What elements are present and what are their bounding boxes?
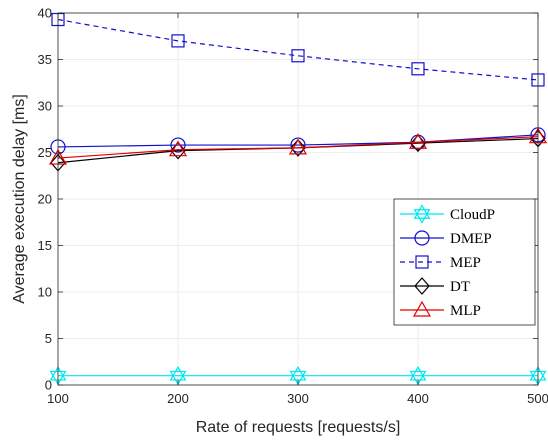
legend-box <box>393 198 536 326</box>
data-point-cloudp <box>169 365 187 386</box>
legend-label-cloudp: CloudP <box>450 207 495 223</box>
legend-label-dmep: DMEP <box>450 231 492 247</box>
legend-item-dt: DT <box>400 277 470 295</box>
series-layer <box>48 12 548 386</box>
series-line-mlp <box>57 136 539 159</box>
series-cloudp <box>49 365 547 386</box>
data-point-mlp <box>288 138 308 155</box>
x-axis-label: Rate of requests [requests/s] <box>196 419 401 436</box>
data-point-dmep <box>170 137 186 153</box>
x-tick-label: 100 <box>47 391 69 406</box>
data-point-cloudp <box>409 365 427 386</box>
data-point-dmep <box>290 137 306 153</box>
y-tick-label: 30 <box>38 99 52 114</box>
legend-item-mep: MEP <box>400 255 481 271</box>
data-point-dt <box>290 138 306 157</box>
axis-ticks: 100 200 300 400 500 0 5 10 15 20 25 30 35 40 <box>38 6 548 407</box>
series-line-dmep <box>57 134 539 148</box>
series-line-mep <box>57 18 539 81</box>
data-point-mep <box>171 34 185 48</box>
data-point-mlp <box>168 140 188 157</box>
data-point-mep <box>411 62 425 76</box>
legend-label-mep: MEP <box>450 255 481 271</box>
y-tick-label: 20 <box>38 192 52 207</box>
data-point-mep <box>291 49 305 63</box>
y-tick-label: 35 <box>38 52 52 67</box>
legend: CloudP DMEP MEP DT MLP <box>393 198 536 326</box>
y-tick-label: 25 <box>38 145 52 160</box>
x-tick-label: 300 <box>287 391 309 406</box>
legend-marker-mlp <box>412 300 432 317</box>
legend-marker-dt <box>414 277 430 295</box>
data-point-dt <box>170 141 186 160</box>
y-tick-label: 5 <box>45 331 52 346</box>
y-axis-label: Average execution delay [ms] <box>11 94 28 304</box>
x-tick-label: 200 <box>167 391 189 406</box>
legend-item-mlp: MLP <box>400 300 481 319</box>
legend-marker-mep <box>415 255 429 269</box>
y-tick-label: 15 <box>38 238 52 253</box>
y-tick-label: 10 <box>38 285 52 300</box>
legend-label-mlp: MLP <box>450 303 481 319</box>
legend-item-cloudp: CloudP <box>400 204 495 224</box>
legend-label-dt: DT <box>450 279 470 295</box>
data-point-cloudp <box>289 365 307 386</box>
y-tick-label: 40 <box>38 6 52 21</box>
legend-marker-dmep <box>414 230 430 246</box>
data-point-dt <box>410 134 426 153</box>
x-tick-label: 400 <box>407 391 429 406</box>
data-point-mlp <box>408 133 428 149</box>
legend-marker-cloudp <box>413 204 431 224</box>
x-tick-label: 500 <box>527 391 548 406</box>
legend-item-dmep: DMEP <box>400 230 492 247</box>
y-tick-label: 0 <box>45 378 52 393</box>
